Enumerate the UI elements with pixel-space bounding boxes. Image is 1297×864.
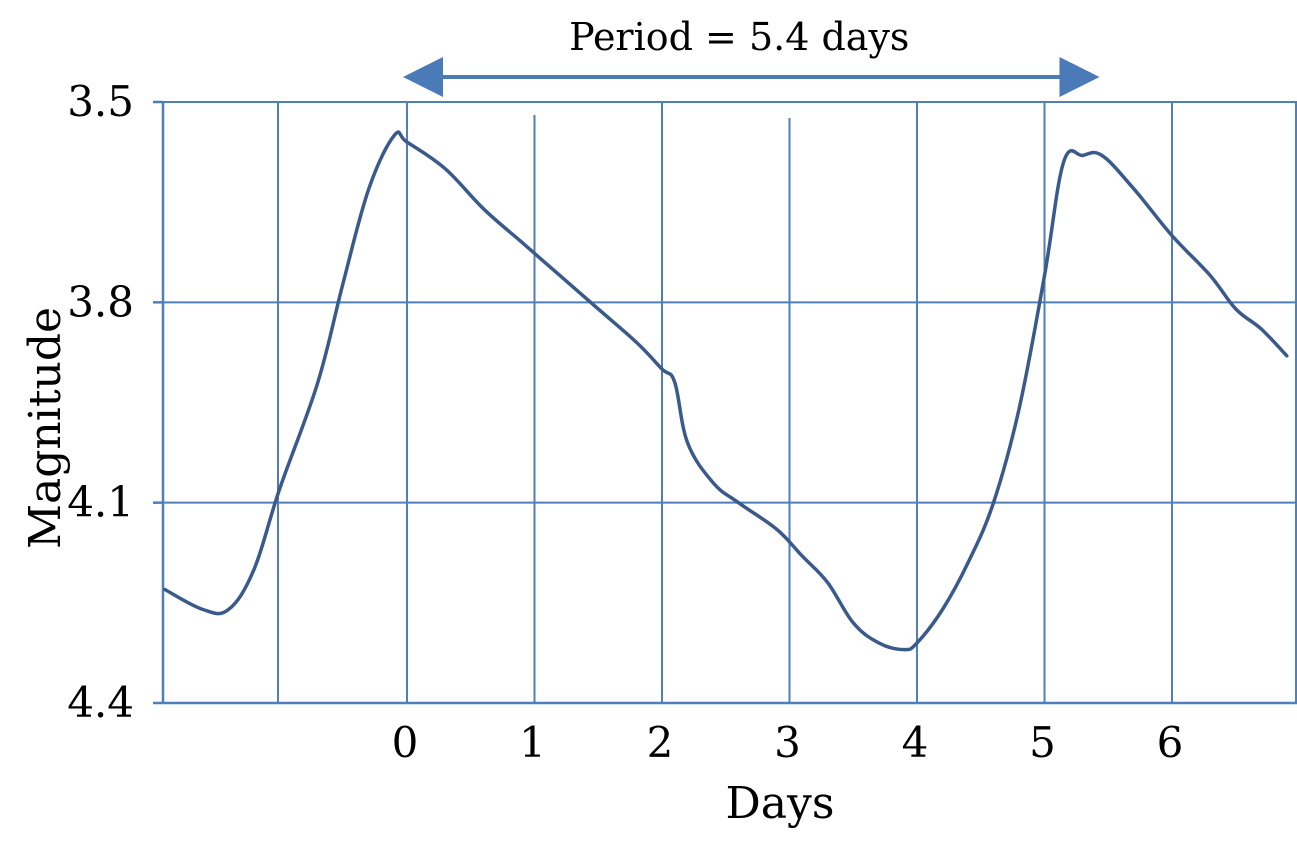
y-tick-label: 3.8 <box>67 277 134 326</box>
axes <box>153 100 1297 705</box>
y-tick-label: 3.5 <box>67 77 134 126</box>
y-tick-label: 4.1 <box>67 478 134 527</box>
x-tick-label: 0 <box>392 718 419 767</box>
period-annotation: Period = 5.4 days <box>403 15 1100 97</box>
series-layer <box>163 130 1289 652</box>
x-axis-title: Days <box>726 778 835 829</box>
x-tick-label: 3 <box>774 718 801 767</box>
y-axis-title: Magnitude <box>20 307 71 549</box>
x-tick-label: 5 <box>1029 718 1056 767</box>
grid-lines <box>163 101 1297 703</box>
y-tick-label: 4.4 <box>67 678 134 727</box>
tick-labels: 3.5 3.8 4.1 4.4 0 1 2 3 4 5 6 <box>67 77 1183 767</box>
magnitude-curve <box>163 130 1289 652</box>
x-tick-label: 1 <box>519 718 546 767</box>
x-tick-label: 4 <box>902 718 929 767</box>
x-tick-label: 2 <box>647 718 674 767</box>
x-tick-label: 6 <box>1157 718 1184 767</box>
period-label: Period = 5.4 days <box>569 15 909 59</box>
